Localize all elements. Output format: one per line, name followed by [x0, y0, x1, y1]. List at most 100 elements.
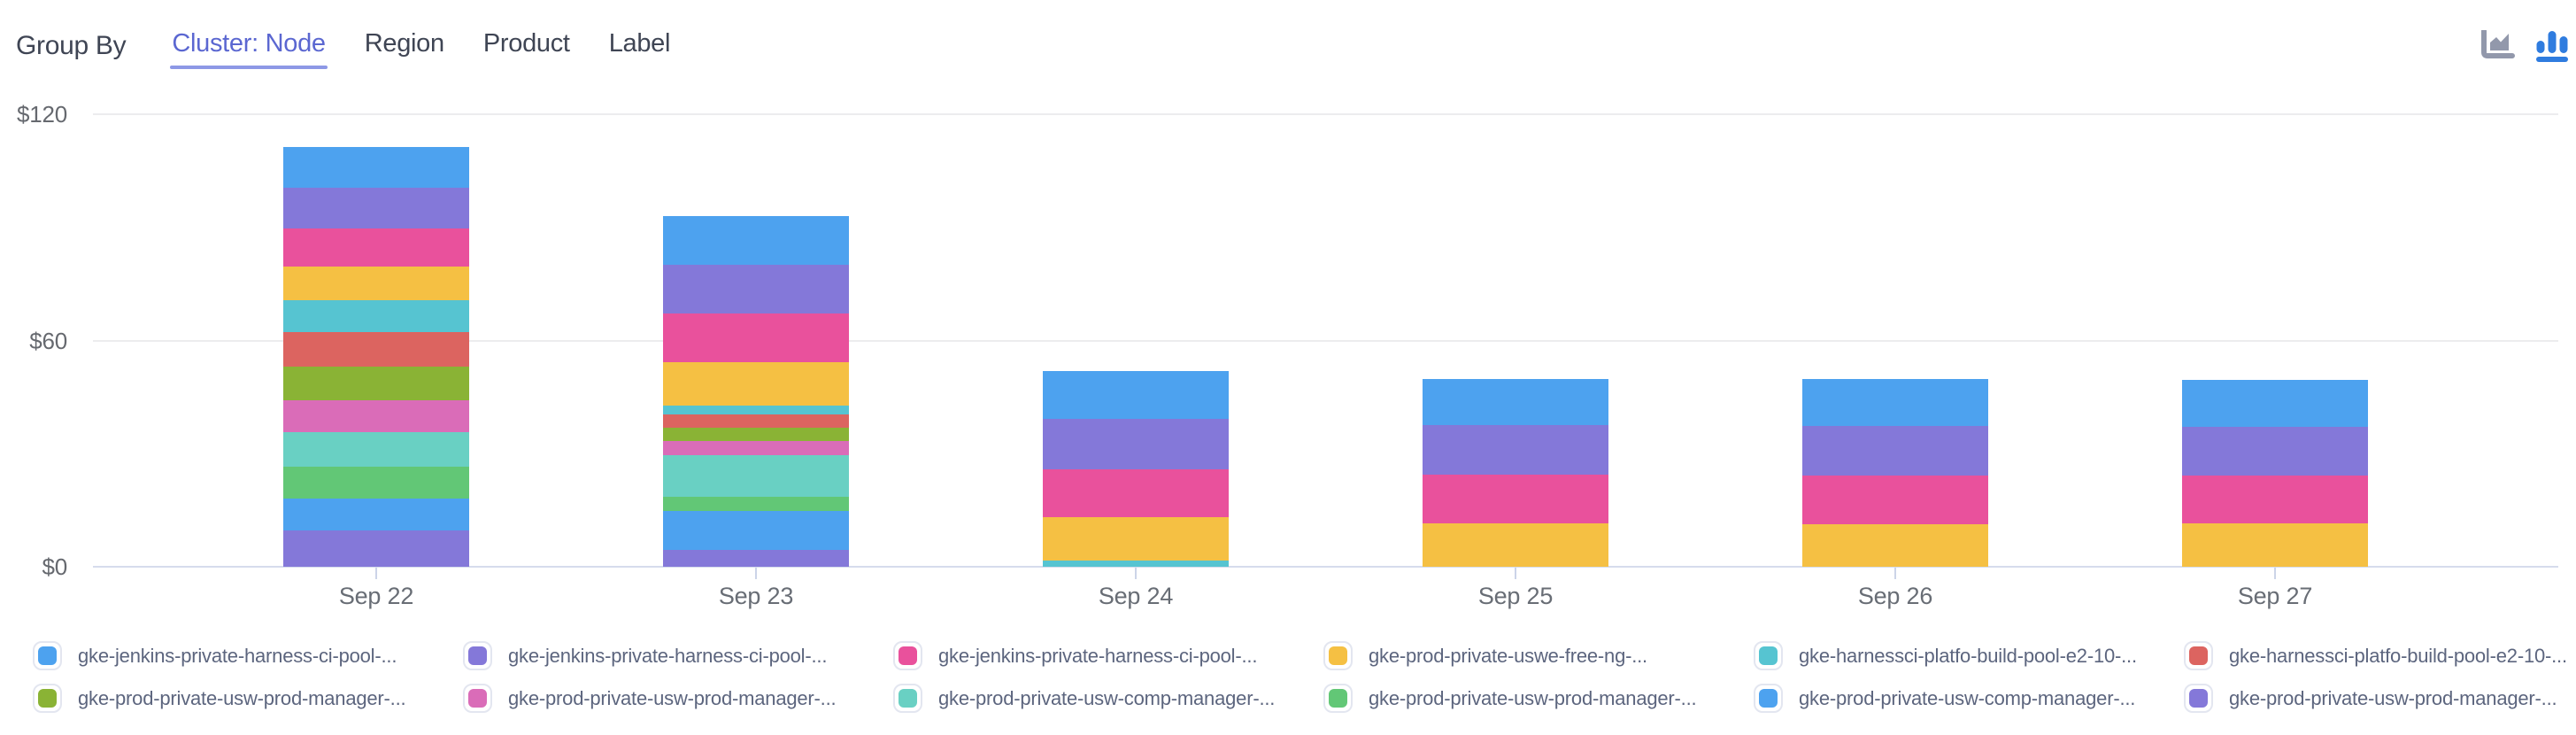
- x-axis-label: Sep 26: [1857, 583, 1933, 609]
- bar-segment[interactable]: [1802, 378, 1988, 427]
- x-axis-tick: [1135, 568, 1137, 579]
- bar-segment[interactable]: [283, 399, 469, 432]
- bar-segment[interactable]: [663, 427, 849, 441]
- bar-segment[interactable]: [1043, 469, 1229, 518]
- legend-item[interactable]: gke-jenkins-private-harness-ci-pool-...: [893, 641, 1323, 670]
- bar-segment[interactable]: [663, 362, 849, 406]
- legend-swatch-icon: [33, 684, 62, 713]
- bar-segment[interactable]: [283, 331, 469, 367]
- legend-label: gke-prod-private-usw-prod-manager-...: [2229, 686, 2557, 709]
- chart-legend: gke-jenkins-private-harness-ci-pool-... g…: [33, 641, 2576, 713]
- legend-label: gke-jenkins-private-harness-ci-pool-...: [938, 644, 1258, 667]
- bar-segment[interactable]: [1423, 425, 1608, 476]
- chart-toolbar: Group By Cluster: Node Region Product Label: [16, 23, 2569, 69]
- legend-swatch-icon: [463, 641, 492, 670]
- legend-swatch-icon: [2184, 641, 2213, 670]
- bar-segment[interactable]: [663, 265, 849, 314]
- bar-segment[interactable]: [283, 530, 469, 567]
- gridline-60: [93, 339, 2558, 342]
- legend-swatch-icon: [1323, 641, 1353, 670]
- tab-product[interactable]: Product: [482, 28, 570, 58]
- bar-chart-icon[interactable]: [2536, 30, 2569, 62]
- legend-item[interactable]: gke-prod-private-usw-prod-manager-...: [33, 684, 463, 713]
- bar-segment[interactable]: [283, 431, 469, 467]
- x-axis-label: Sep 27: [2237, 583, 2313, 609]
- legend-item[interactable]: gke-harnessci-platfo-build-pool-e2-10-..…: [1754, 641, 2184, 670]
- tab-cluster-node[interactable]: Cluster: Node: [170, 27, 328, 69]
- bar-segment[interactable]: [283, 299, 469, 332]
- legend-item[interactable]: gke-harnessci-platfo-build-pool-e2-10-..…: [2184, 641, 2576, 670]
- legend-swatch-icon: [463, 684, 492, 713]
- x-axis-tick: [1894, 568, 1896, 579]
- legend-item[interactable]: gke-jenkins-private-harness-ci-pool-...: [463, 641, 893, 670]
- tab-region[interactable]: Region: [364, 28, 444, 58]
- legend-item[interactable]: gke-prod-private-usw-comp-manager-...: [1754, 684, 2184, 713]
- bar-segment[interactable]: [663, 497, 849, 511]
- y-axis-label: $60: [29, 327, 67, 354]
- legend-swatch-icon: [2184, 684, 2213, 713]
- bar-segment[interactable]: [663, 216, 849, 266]
- chart-type-toggle: [2480, 28, 2569, 62]
- legend-item[interactable]: gke-prod-private-usw-prod-manager-...: [463, 684, 893, 713]
- x-axis-label: Sep 25: [1477, 583, 1554, 609]
- bar-segment[interactable]: [1043, 517, 1229, 561]
- bar-segment[interactable]: [2182, 523, 2368, 567]
- legend-label: gke-prod-private-usw-prod-manager-...: [1369, 686, 1697, 709]
- bar-segment[interactable]: [663, 406, 849, 414]
- bar-segment[interactable]: [283, 267, 469, 300]
- legend-item[interactable]: gke-prod-private-usw-comp-manager-...: [893, 684, 1323, 713]
- y-axis-label: $0: [42, 553, 67, 580]
- bar-segment[interactable]: [1802, 523, 1988, 567]
- bar-segment[interactable]: [1423, 523, 1608, 567]
- bar-segment[interactable]: [1423, 475, 1608, 524]
- bar-segment[interactable]: [2182, 427, 2368, 476]
- legend-label: gke-jenkins-private-harness-ci-pool-...: [508, 644, 828, 667]
- bar-segment[interactable]: [1423, 378, 1608, 426]
- x-axis-tick: [755, 568, 757, 579]
- x-axis-label: Sep 23: [718, 583, 794, 609]
- legend-label: gke-prod-private-usw-comp-manager-...: [938, 686, 1276, 709]
- bar-segment[interactable]: [1043, 561, 1229, 567]
- bar-segment[interactable]: [663, 549, 849, 567]
- legend-label: gke-harnessci-platfo-build-pool-e2-10-..…: [2229, 644, 2567, 667]
- bar-segment[interactable]: [283, 187, 469, 228]
- bar-segment[interactable]: [283, 228, 469, 267]
- legend-swatch-icon: [893, 641, 922, 670]
- bar-segment[interactable]: [1802, 426, 1988, 476]
- tab-label[interactable]: Label: [608, 28, 671, 58]
- bar-segment[interactable]: [1043, 370, 1229, 420]
- bar-segment[interactable]: [283, 498, 469, 531]
- legend-label: gke-prod-private-usw-prod-manager-...: [508, 686, 837, 709]
- bar-segment[interactable]: [2182, 379, 2368, 428]
- x-axis-tick: [1515, 568, 1516, 579]
- gridline-120: [93, 113, 2558, 115]
- y-axis-label: $120: [16, 101, 67, 128]
- bar-segment[interactable]: [2182, 476, 2368, 523]
- legend-item[interactable]: gke-prod-private-uswe-free-ng-...: [1323, 641, 1754, 670]
- active-tab-underline: [170, 65, 328, 69]
- bar-segment[interactable]: [663, 313, 849, 363]
- x-axis-tick: [2274, 568, 2276, 579]
- legend-swatch-icon: [33, 641, 62, 670]
- bar-segment[interactable]: [663, 414, 849, 428]
- legend-swatch-icon: [1323, 684, 1353, 713]
- legend-swatch-icon: [1754, 641, 1783, 670]
- x-axis-label: Sep 22: [338, 583, 414, 609]
- bar-segment[interactable]: [663, 440, 849, 455]
- area-chart-icon[interactable]: [2480, 28, 2515, 60]
- bar-segment[interactable]: [663, 454, 849, 498]
- x-axis-tick: [375, 568, 377, 579]
- legend-item[interactable]: gke-prod-private-usw-prod-manager-...: [1323, 684, 1754, 713]
- bar-segment[interactable]: [283, 366, 469, 400]
- bar-segment[interactable]: [1043, 419, 1229, 470]
- bar-segment[interactable]: [283, 466, 469, 499]
- bar-segment[interactable]: [283, 147, 469, 188]
- legend-item[interactable]: gke-jenkins-private-harness-ci-pool-...: [33, 641, 463, 670]
- bar-segment[interactable]: [1802, 476, 1988, 524]
- x-axis-line: [93, 566, 2558, 568]
- bar-segment[interactable]: [663, 510, 849, 550]
- legend-label: gke-harnessci-platfo-build-pool-e2-10-..…: [1799, 644, 2137, 667]
- legend-label: gke-jenkins-private-harness-ci-pool-...: [78, 644, 397, 667]
- legend-item[interactable]: gke-prod-private-usw-prod-manager-...: [2184, 684, 2576, 713]
- legend-swatch-icon: [893, 684, 922, 713]
